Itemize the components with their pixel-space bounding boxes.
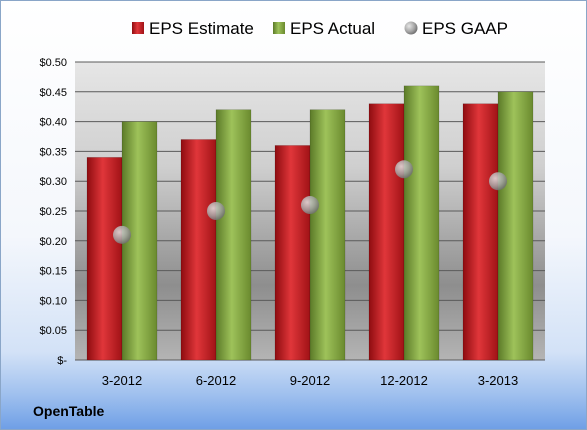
bar-eps-actual [403,85,440,361]
x-category-label: 3-2013 [478,373,518,388]
y-tick-label: $0.35 [39,146,67,158]
y-tick-label: $0.50 [39,57,67,69]
y-tick-label: $0.40 [39,117,67,129]
x-category-label: 12-2012 [380,373,428,388]
marker-eps-gaap [207,202,225,220]
company-label: OpenTable [33,403,105,419]
bar-eps-estimate [462,103,499,361]
y-tick-label: $0.45 [39,87,67,99]
y-tick-label: $0.25 [39,206,67,218]
bars [86,85,534,361]
y-tick-label: $- [57,355,67,367]
legend-swatch [132,22,144,34]
y-axis: $- $0.05 $0.10 $0.15 $0.20 $0.25 $0.30 $0.35 $0.… [39,57,67,367]
marker-eps-gaap [489,172,507,191]
legend: EPS Estimate EPS Actual EPS GAAP [132,19,508,38]
bar-eps-estimate [274,145,311,361]
legend-label: EPS GAAP [422,19,508,38]
legend-label: EPS Actual [290,19,375,38]
legend-swatch [273,22,285,34]
x-axis: 3-2012 6-2012 9-2012 12-2012 3-2013 [102,373,518,388]
legend-item-eps-gaap: EPS GAAP [404,19,508,38]
bar-eps-estimate [368,103,405,361]
marker-eps-gaap [301,196,319,215]
legend-item-eps-actual: EPS Actual [273,19,375,38]
bar-eps-actual [309,109,346,361]
gaap-markers [113,160,507,244]
x-category-label: 9-2012 [290,373,330,388]
x-category-label: 6-2012 [196,373,236,388]
bar-eps-estimate [86,157,123,361]
marker-eps-gaap [113,225,131,244]
bar-eps-estimate [180,139,217,361]
y-tick-label: $0.15 [39,266,67,278]
legend-label: EPS Estimate [149,19,254,38]
legend-swatch [404,21,418,35]
y-tick-label: $0.30 [39,176,67,188]
bar-eps-actual [215,109,252,361]
x-category-label: 3-2012 [102,373,142,388]
y-tick-label: $0.10 [39,295,67,307]
y-tick-label: $0.05 [39,325,67,337]
marker-eps-gaap [395,160,413,179]
y-tick-label: $0.20 [39,236,67,248]
legend-item-eps-estimate: EPS Estimate [132,19,254,38]
bar-eps-actual [497,91,534,361]
